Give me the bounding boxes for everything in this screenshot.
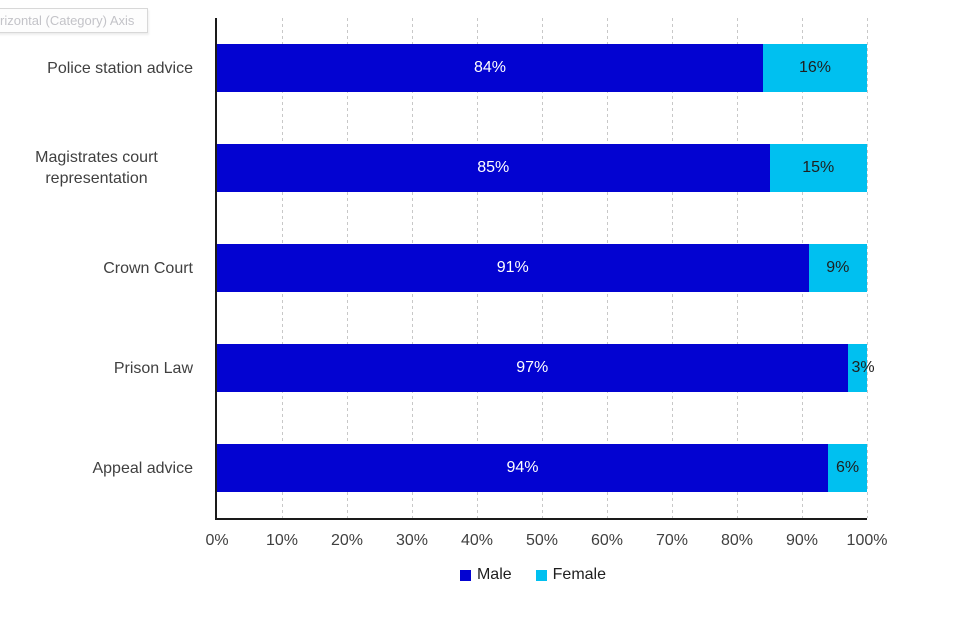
- tooltip-text: rizontal (Category) Axis: [0, 13, 135, 28]
- axis-hover-tooltip: rizontal (Category) Axis: [0, 8, 149, 33]
- bar-value-label-male: 94%: [506, 459, 539, 476]
- x-axis-tick-label[interactable]: 70%: [655, 532, 689, 549]
- bar-segment-female[interactable]: [847, 344, 867, 392]
- bar-value-label-male: 85%: [477, 159, 510, 176]
- legend-item-male[interactable]: Male: [459, 566, 512, 584]
- legend-label: Male: [476, 566, 512, 583]
- x-axis-tick-label[interactable]: 60%: [590, 532, 624, 549]
- bar-value-label-female: 3%: [851, 359, 875, 376]
- bar-value-label-female: 16%: [798, 59, 832, 76]
- bar-value-label-male: 91%: [496, 259, 529, 276]
- x-axis-tick-label[interactable]: 40%: [460, 532, 494, 549]
- male-swatch-icon: [459, 570, 471, 581]
- female-swatch-icon: [535, 570, 547, 581]
- category-label[interactable]: Magistrates court representation: [0, 118, 193, 218]
- x-axis-tick-label[interactable]: 50%: [525, 532, 559, 549]
- x-axis-tick-label[interactable]: 0%: [205, 532, 229, 549]
- x-axis-tick-label[interactable]: 90%: [785, 532, 819, 549]
- category-label[interactable]: Crown Court: [0, 218, 193, 318]
- bar-segment-male[interactable]: [217, 244, 809, 292]
- legend-item-female[interactable]: Female: [535, 566, 607, 584]
- bar-value-label-female: 9%: [826, 259, 850, 276]
- category-label-text: Prison Law: [113, 359, 193, 377]
- bar-segment-female[interactable]: [763, 44, 867, 92]
- bar-segment-female[interactable]: [769, 144, 867, 192]
- y-axis-line: [215, 18, 217, 520]
- category-label-text: Appeal advice: [92, 459, 193, 477]
- bar-segment-female[interactable]: [828, 444, 867, 492]
- legend-label: Female: [552, 566, 607, 583]
- category-label[interactable]: Police station advice: [0, 18, 193, 118]
- x-axis-tick-label[interactable]: 10%: [265, 532, 299, 549]
- category-label[interactable]: Appeal advice: [0, 418, 193, 518]
- bar-value-label-female: 6%: [835, 459, 860, 476]
- bar-value-label-male: 97%: [516, 359, 549, 376]
- category-label[interactable]: Prison Law: [0, 318, 193, 418]
- bar-segment-male[interactable]: [217, 44, 763, 92]
- bar-segment-male[interactable]: [217, 344, 848, 392]
- x-axis-tick-label[interactable]: 80%: [720, 532, 754, 549]
- category-label-text: Crown Court: [103, 259, 193, 277]
- x-axis-tick-label[interactable]: 100%: [846, 532, 888, 549]
- legend-items: Male Female: [459, 566, 607, 584]
- x-axis-tick-label[interactable]: 30%: [395, 532, 429, 549]
- category-label-text: Magistrates court representation: [35, 149, 158, 187]
- category-label-text: Police station advice: [47, 59, 193, 77]
- bar-segment-female[interactable]: [808, 244, 867, 292]
- bar-value-label-female: 15%: [802, 159, 835, 176]
- bar-value-label-male: 84%: [473, 59, 507, 76]
- legend: Male Female: [0, 566, 960, 584]
- bar-segment-male[interactable]: [217, 444, 828, 492]
- x-axis-tick-label[interactable]: 20%: [330, 532, 364, 549]
- x-axis-line: [215, 518, 867, 520]
- bar-segment-male[interactable]: [217, 144, 770, 192]
- gridline: [866, 18, 868, 518]
